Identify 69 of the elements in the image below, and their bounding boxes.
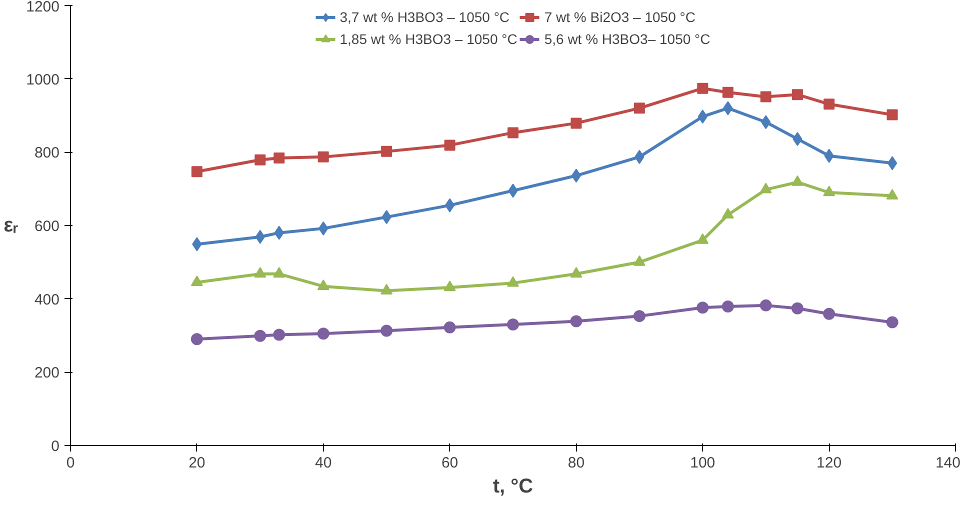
point	[633, 310, 646, 322]
point	[571, 168, 582, 183]
point	[886, 188, 898, 200]
point	[722, 86, 734, 98]
point	[444, 198, 455, 212]
x-tick-label: 60	[441, 454, 458, 472]
y-tick-label: 600	[34, 218, 60, 235]
point	[570, 118, 582, 129]
point	[254, 154, 266, 166]
point	[444, 140, 456, 151]
x-tick-label: 140	[935, 454, 961, 472]
point	[791, 302, 804, 314]
point	[380, 324, 393, 337]
point	[317, 328, 330, 340]
point	[791, 175, 804, 186]
point	[696, 302, 709, 314]
x-tick-label: 0	[66, 454, 75, 472]
point	[886, 316, 898, 328]
point	[190, 275, 203, 286]
point	[824, 98, 835, 110]
point	[697, 82, 708, 94]
y-tick-label: 1200	[26, 0, 60, 16]
x-tick-label: 20	[188, 454, 206, 472]
point	[381, 146, 392, 157]
x-axis-title: t, °C	[492, 476, 534, 498]
point	[380, 284, 393, 294]
point	[273, 267, 286, 278]
point	[823, 186, 836, 196]
point	[318, 151, 329, 162]
point	[722, 300, 734, 313]
point	[191, 166, 202, 178]
point	[190, 333, 203, 346]
point	[760, 182, 772, 194]
y-tick-label: 1000	[26, 71, 60, 88]
point	[634, 102, 645, 114]
x-tick-label: 40	[315, 454, 332, 472]
y-tick-label: 800	[34, 144, 60, 162]
point	[444, 280, 456, 292]
point	[274, 152, 285, 164]
point	[254, 267, 266, 278]
point	[273, 328, 286, 341]
point	[760, 91, 772, 102]
point	[317, 280, 330, 290]
y-axis-title: εᵣ	[4, 214, 18, 236]
point	[792, 89, 803, 100]
point	[570, 267, 582, 278]
y-tick-label: 400	[34, 291, 60, 308]
legend-label: 7 wt % Bi2O3 – 1050 °C	[544, 9, 696, 25]
y-tick-label: 200	[34, 364, 60, 382]
x-tick-label: 100	[690, 454, 716, 472]
point	[633, 255, 646, 266]
x-tick-label: 80	[568, 454, 585, 472]
legend-label: 5,6 wt % H3BO3– 1050 °C	[544, 31, 710, 47]
point	[508, 127, 518, 138]
x-tick-label: 120	[816, 454, 842, 472]
point	[444, 321, 456, 334]
y-tick-label: 0	[51, 438, 60, 455]
point	[696, 233, 709, 244]
point	[507, 318, 519, 330]
point	[760, 299, 772, 312]
legend-label: 3,7 wt % H3BO3 – 1050 °C	[340, 9, 510, 25]
point	[887, 156, 898, 170]
point	[570, 315, 582, 328]
legend-label: 1,85 wt % H3BO3 – 1050 °C	[340, 31, 518, 47]
point	[254, 330, 266, 342]
point	[886, 109, 898, 120]
point	[722, 208, 734, 219]
point	[507, 276, 519, 287]
point	[823, 308, 836, 320]
